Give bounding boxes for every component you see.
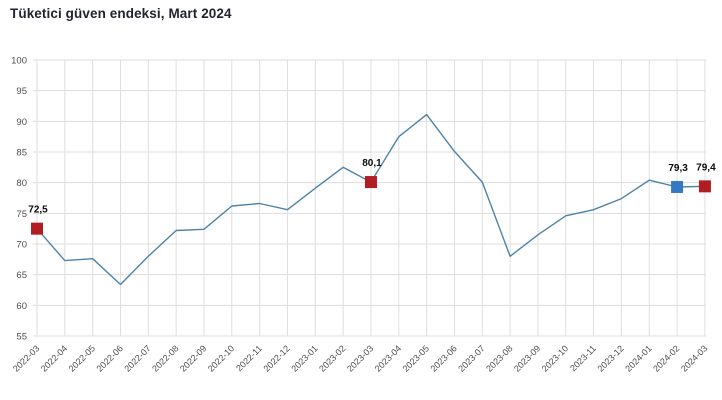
x-tick-label: 2024-03 bbox=[679, 343, 709, 373]
x-tick-label: 2022-11 bbox=[234, 343, 264, 373]
y-tick-label: 75 bbox=[16, 209, 27, 220]
y-tick-label: 80 bbox=[16, 178, 27, 189]
x-tick-label: 2023-04 bbox=[373, 343, 403, 373]
x-tick-label: 2023-12 bbox=[595, 343, 625, 373]
y-tick-label: 100 bbox=[11, 56, 27, 67]
x-tick-label: 2022-07 bbox=[122, 343, 152, 373]
x-tick-label: 2023-02 bbox=[317, 343, 347, 373]
point-value-label: 79,3 bbox=[668, 163, 688, 174]
x-tick-label: 2023-10 bbox=[540, 343, 570, 373]
highlight-marker bbox=[31, 222, 43, 235]
x-tick-label: 2023-09 bbox=[512, 343, 542, 373]
point-value-label: 72,5 bbox=[28, 205, 48, 216]
x-tick-label: 2023-07 bbox=[456, 343, 486, 373]
highlight-marker bbox=[364, 176, 377, 189]
x-tick-label: 2023-05 bbox=[401, 343, 431, 373]
x-tick-label: 2023-03 bbox=[345, 343, 375, 373]
y-tick-label: 70 bbox=[16, 240, 27, 251]
x-tick-label: 2023-06 bbox=[428, 343, 458, 373]
point-value-label: 80,1 bbox=[362, 158, 382, 169]
x-tick-label: 2022-12 bbox=[261, 343, 291, 373]
chart-title: Tüketici güven endeksi, Mart 2024 bbox=[10, 6, 232, 21]
x-tick-label: 2022-04 bbox=[39, 343, 69, 373]
x-tick-label: 2023-08 bbox=[484, 343, 514, 373]
highlight-marker bbox=[698, 180, 711, 193]
y-tick-label: 90 bbox=[16, 117, 27, 128]
x-tick-label: 2022-06 bbox=[94, 343, 124, 373]
x-tick-label: 2022-09 bbox=[178, 343, 208, 373]
y-tick-label: 55 bbox=[16, 332, 27, 343]
x-tick-label: 2023-11 bbox=[568, 343, 598, 373]
y-tick-label: 60 bbox=[16, 301, 27, 312]
x-tick-label: 2024-02 bbox=[651, 343, 681, 373]
y-tick-label: 95 bbox=[16, 86, 27, 97]
x-tick-label: 2023-01 bbox=[289, 343, 319, 373]
y-tick-label: 85 bbox=[16, 148, 27, 159]
x-tick-label: 2022-10 bbox=[206, 343, 236, 373]
highlight-marker bbox=[671, 180, 684, 193]
x-tick-label: 2022-03 bbox=[11, 343, 41, 373]
y-tick-label: 65 bbox=[16, 270, 27, 281]
x-tick-label: 2022-05 bbox=[67, 343, 97, 373]
x-tick-label: 2024-01 bbox=[623, 343, 653, 373]
x-tick-label: 2022-08 bbox=[150, 343, 180, 373]
point-value-label: 79,4 bbox=[696, 162, 716, 173]
